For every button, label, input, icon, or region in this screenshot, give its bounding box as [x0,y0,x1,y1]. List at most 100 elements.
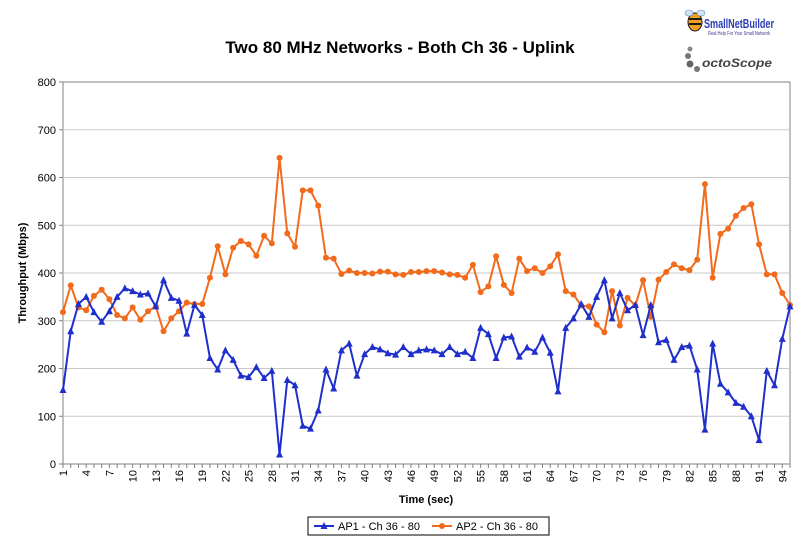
data-point-ap2 [462,274,469,281]
data-point-ap1 [670,355,678,363]
data-point-ap2 [655,276,662,283]
data-point-ap1 [283,375,291,383]
data-point-ap1 [376,345,384,353]
octoscope-logo: octoScope [685,46,772,72]
data-point-ap1 [585,312,593,320]
x-tick-label: 31 [290,470,302,482]
data-point-ap1 [539,333,547,341]
data-point-ap1 [631,300,639,308]
x-tick-label: 67 [568,470,580,482]
data-point-ap1 [175,296,183,304]
data-point-ap2 [338,270,345,277]
data-point-ap2 [516,255,523,262]
legend-triangle-icon [320,522,328,529]
chart-title: Two 80 MHz Networks - Both Ch 36 - Uplin… [225,38,575,57]
y-axis-ticks: 0 100 200 300 400 500 600 700 800 [38,77,63,471]
data-point-ap2 [98,286,105,293]
data-point-ap1 [500,333,508,341]
data-point-ap1 [747,412,755,420]
x-tick-label: 70 [592,470,604,482]
data-point-ap2 [454,271,461,278]
data-point-ap2 [640,277,647,284]
data-point-ap2 [330,255,337,262]
data-point-ap2 [361,270,368,276]
y-tick-label: 400 [38,268,56,280]
data-point-ap1 [647,300,655,308]
data-point-ap1 [361,350,369,358]
data-point-ap2 [663,269,670,276]
data-point-ap2 [694,256,701,263]
data-point-ap2 [83,307,90,314]
x-tick-label: 28 [267,470,279,482]
data-point-ap1 [98,317,106,325]
data-point-ap1 [600,276,608,284]
data-point-ap2 [245,241,252,248]
data-point-ap1 [569,314,577,322]
data-point-ap1 [469,353,477,361]
data-point-ap2 [284,230,291,237]
data-point-ap2 [732,212,739,219]
data-point-ap1 [430,346,438,354]
data-point-ap1 [755,436,763,444]
data-point-ap2 [670,261,677,268]
data-point-ap2 [493,253,500,260]
data-point-ap2 [593,321,600,328]
data-point-ap2 [779,290,786,297]
data-point-ap1 [306,424,314,432]
data-point-ap2 [106,296,113,303]
data-point-ap1 [206,353,214,361]
data-point-ap1 [740,402,748,410]
data-point-ap1 [778,334,786,342]
x-tick-label: 76 [638,470,650,482]
data-point-ap2 [585,303,592,310]
data-point-ap1 [407,350,415,358]
data-point-ap2 [114,312,121,319]
data-point-ap1 [438,350,446,358]
data-point-ap2 [477,289,484,296]
bee-icon [684,9,706,32]
x-tick-label: 7 [104,470,116,476]
data-point-ap1 [291,381,299,389]
y-tick-label: 300 [38,316,56,328]
data-point-ap2 [353,270,360,276]
data-point-ap2 [261,232,268,239]
data-point-ap1 [353,371,361,379]
data-point-ap1 [90,308,98,316]
data-point-ap2 [508,290,515,297]
data-point-ap2 [763,271,770,278]
data-point-ap2 [500,281,507,288]
data-point-ap1 [701,425,709,433]
data-point-ap2 [624,294,631,301]
data-point-ap1 [152,302,160,310]
y-axis-title: Throughput (Mbps) [17,222,29,323]
data-point-ap1 [415,346,423,354]
data-point-ap1 [577,300,585,308]
data-point-ap1 [724,388,732,396]
data-point-ap1 [546,348,554,356]
x-tick-label: 94 [777,470,789,482]
data-point-ap2 [392,271,399,278]
data-point-ap1 [639,331,647,339]
data-point-ap1 [554,387,562,395]
x-tick-label: 13 [151,470,163,482]
data-point-ap1 [144,289,152,297]
data-point-ap1 [190,300,198,308]
legend-label: AP2 - Ch 36 - 80 [456,521,538,533]
data-point-ap2 [315,202,322,209]
data-point-ap2 [369,270,376,277]
data-point-ap2 [725,225,732,232]
data-point-ap2 [701,181,708,188]
data-point-ap1 [229,355,237,363]
data-point-ap1 [74,300,82,308]
data-point-ap2 [446,271,453,278]
data-point-ap1 [268,366,276,374]
legend-circle-icon [439,523,445,529]
data-point-ap1 [129,287,137,295]
data-point-ap1 [771,381,779,389]
data-point-ap1 [624,306,632,314]
y-tick-label: 200 [38,364,56,376]
data-point-ap1 [662,335,670,343]
data-point-ap2 [145,308,152,315]
data-point-ap2 [554,251,561,258]
y-tick-label: 700 [38,125,56,137]
